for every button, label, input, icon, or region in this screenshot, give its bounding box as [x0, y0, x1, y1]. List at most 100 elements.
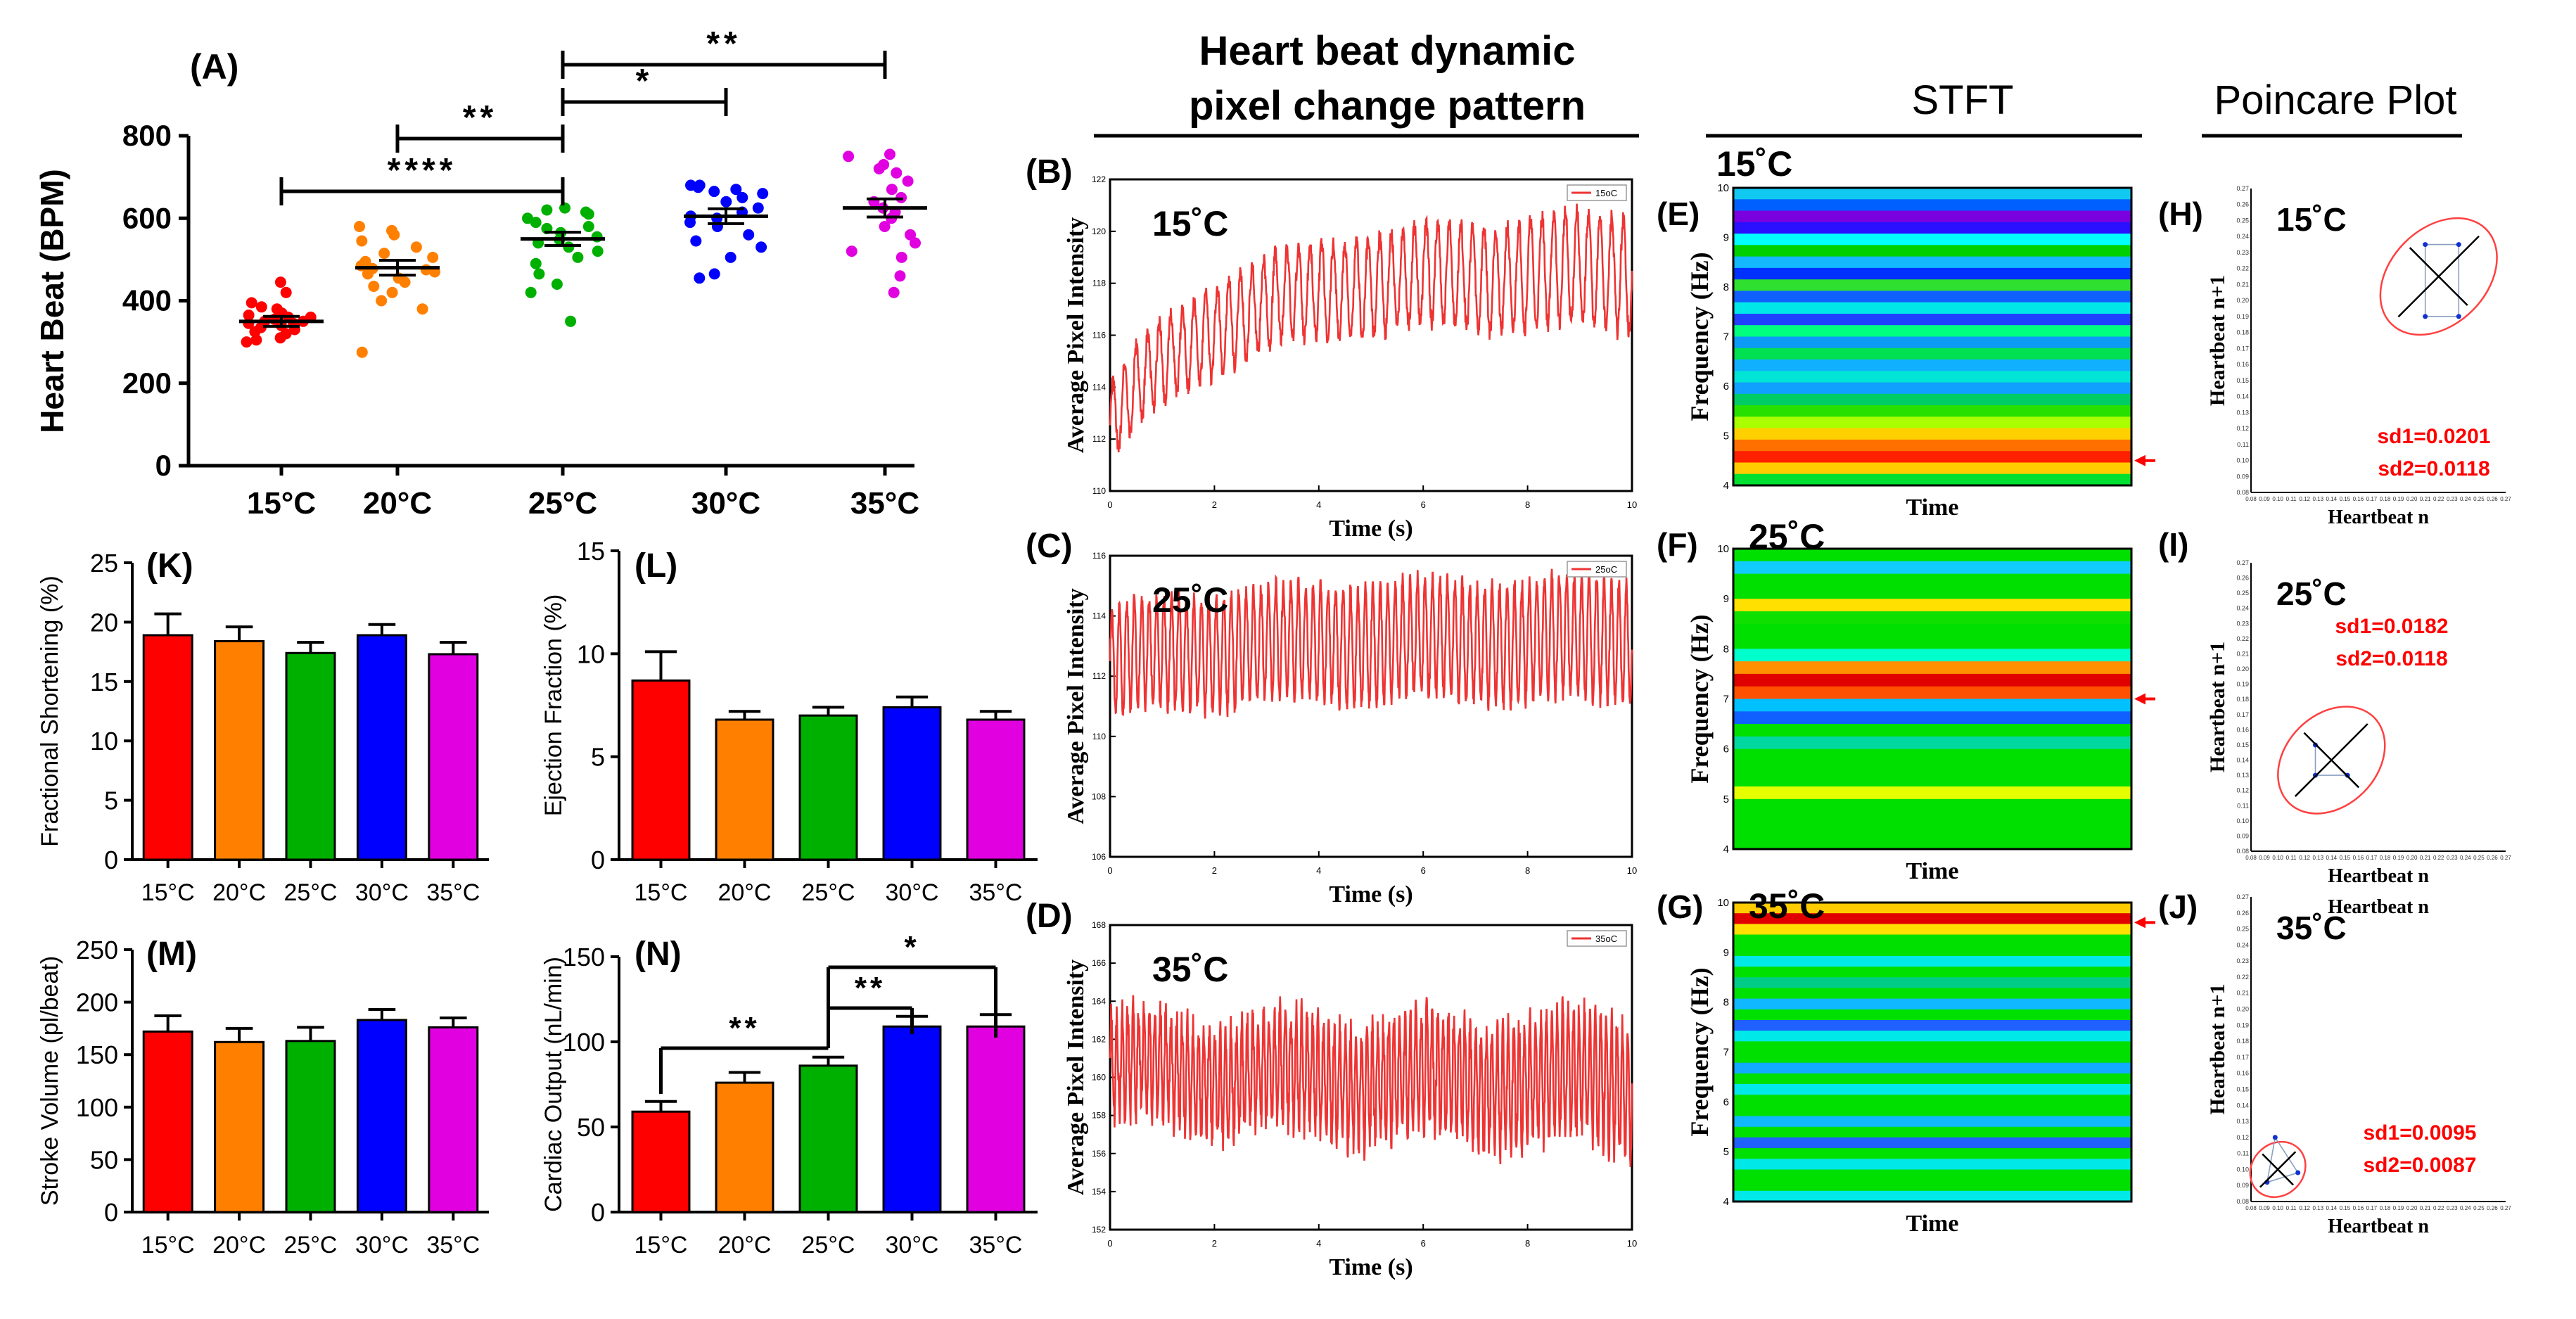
- i-ytick-label: 0.12: [2236, 787, 2249, 794]
- h-panel-label: (H): [2158, 196, 2203, 232]
- j-sd1-label: sd1=0.0095: [2364, 1121, 2477, 1145]
- k-bar: [285, 651, 336, 861]
- a-point: [241, 336, 253, 348]
- a-point: [559, 202, 570, 214]
- g-band: [1733, 1159, 2131, 1171]
- m-bar: [142, 1030, 193, 1213]
- h-ytick-label: 0.21: [2236, 281, 2249, 288]
- a-sig-label: **: [463, 99, 497, 136]
- a-point: [905, 229, 917, 241]
- j-ytick-label: 0.14: [2236, 1102, 2249, 1109]
- g-band: [1733, 1116, 2131, 1128]
- i-temp-label: 25˚C: [2276, 575, 2347, 612]
- h-point: [2423, 242, 2428, 248]
- e-band: [1733, 359, 2131, 372]
- d-signal-line: [1109, 995, 1633, 1167]
- a-point: [582, 221, 594, 232]
- i-xtick-label: 0.17: [2366, 855, 2378, 861]
- h-ytick-label: 0.08: [2236, 489, 2249, 496]
- i-xtick-label: 0.27: [2500, 855, 2511, 861]
- h-xtick-label: 0.17: [2366, 496, 2378, 502]
- e-xlabel: Time: [1906, 495, 1959, 521]
- a-ytick-label: 0: [155, 449, 172, 482]
- l-ytick-label: 10: [577, 639, 605, 668]
- h-xlabel: Heartbeat n: [2328, 506, 2429, 528]
- panel-I: 0.080.080.090.090.100.100.110.110.120.12…: [2158, 526, 2511, 887]
- j-xlabel: Heartbeat n: [2328, 1216, 2429, 1237]
- d-ytick-label: 162: [1092, 1034, 1106, 1044]
- i-ytick-label: 0.16: [2236, 726, 2249, 733]
- f-ytick-label: 5: [1723, 794, 1729, 805]
- f-band: [1733, 686, 2131, 700]
- j-ytick-label: 0.13: [2236, 1118, 2249, 1125]
- l-panel-label: (L): [635, 547, 677, 585]
- j-xtick-label: 0.26: [2487, 1205, 2498, 1211]
- a-point: [692, 181, 704, 193]
- a-point: [879, 221, 891, 232]
- a-point: [551, 279, 563, 290]
- a-point: [378, 248, 390, 260]
- k-panel-label: (K): [146, 547, 193, 585]
- n-ytick-label: 100: [563, 1028, 605, 1057]
- f-ytick-label: 10: [1717, 543, 1729, 555]
- c-legend-label: 25oC: [1595, 564, 1617, 575]
- g-band: [1733, 1041, 2131, 1053]
- c-ytick-label: 108: [1092, 791, 1106, 801]
- h-ytick-label: 0.27: [2236, 185, 2249, 192]
- a-ytick-label: 600: [122, 201, 172, 234]
- i-xtick-label: 0.13: [2312, 855, 2323, 861]
- j-xtick-label: 0.23: [2447, 1205, 2458, 1211]
- header-dynamic-line2: pixel change pattern: [1189, 83, 1586, 129]
- l-ytick-label: 15: [577, 537, 605, 566]
- n-bar: [966, 1025, 1026, 1213]
- a-xtick-label: 35°C: [850, 486, 919, 521]
- e-band: [1733, 473, 2131, 486]
- c-signal-line: [1109, 568, 1633, 719]
- j-ytick-label: 0.25: [2236, 926, 2249, 933]
- k-xtick-label: 25°C: [284, 879, 338, 906]
- h-sd1-label: sd1=0.0201: [2378, 425, 2491, 448]
- e-band: [1733, 439, 2131, 452]
- a-point: [255, 301, 267, 313]
- k-xtick-label: 30°C: [355, 879, 409, 906]
- h-sd-ellipse: [2379, 217, 2498, 336]
- a-ytick-label: 400: [122, 284, 172, 317]
- a-point: [743, 229, 755, 241]
- k-ytick-label: 10: [90, 727, 118, 756]
- i-ytick-label: 0.18: [2236, 696, 2249, 703]
- g-temp-label: 35˚C: [1749, 886, 1825, 926]
- f-band: [1733, 724, 2131, 737]
- a-point: [530, 257, 542, 269]
- k-ytick-label: 25: [90, 549, 118, 578]
- e-band: [1733, 314, 2131, 326]
- j-ytick-label: 0.16: [2236, 1070, 2249, 1077]
- e-band: [1733, 428, 2131, 440]
- c-xtick-label: 10: [1627, 865, 1637, 876]
- panel-C: 0 2 4 6 8 10 106 108 110 112 114 116 25oC 25˚C Time (s…: [1026, 528, 1637, 907]
- g-ytick-label: 8: [1723, 997, 1729, 1009]
- i-xtick-label: 0.08: [2245, 855, 2257, 861]
- e-band: [1733, 188, 2131, 200]
- h-sd1-axis: [2409, 247, 2468, 306]
- n-panel-label: (N): [635, 936, 682, 973]
- c-xtick-label: 4: [1316, 865, 1321, 876]
- l-bar: [631, 679, 691, 861]
- f-band: [1733, 736, 2131, 750]
- f-band: [1733, 798, 2131, 813]
- a-point: [356, 235, 368, 247]
- a-point: [246, 297, 257, 309]
- d-ytick-label: 168: [1092, 920, 1106, 930]
- f-band: [1733, 599, 2131, 612]
- e-ytick-label: 9: [1723, 232, 1729, 244]
- e-ylabel: Frequency (Hz): [1685, 252, 1714, 421]
- d-xtick-label: 2: [1212, 1238, 1217, 1249]
- f-band: [1733, 811, 2131, 825]
- j-xtick-label: 0.08: [2245, 1205, 2257, 1211]
- j-sd-ellipse: [2249, 1140, 2307, 1198]
- e-band: [1733, 336, 2131, 349]
- i-xtick-label: 0.15: [2340, 855, 2351, 861]
- i-ytick-label: 0.10: [2236, 817, 2249, 824]
- m-xtick-label: 30°C: [355, 1232, 409, 1259]
- d-ytick-label: 166: [1092, 958, 1106, 968]
- f-band: [1733, 573, 2131, 587]
